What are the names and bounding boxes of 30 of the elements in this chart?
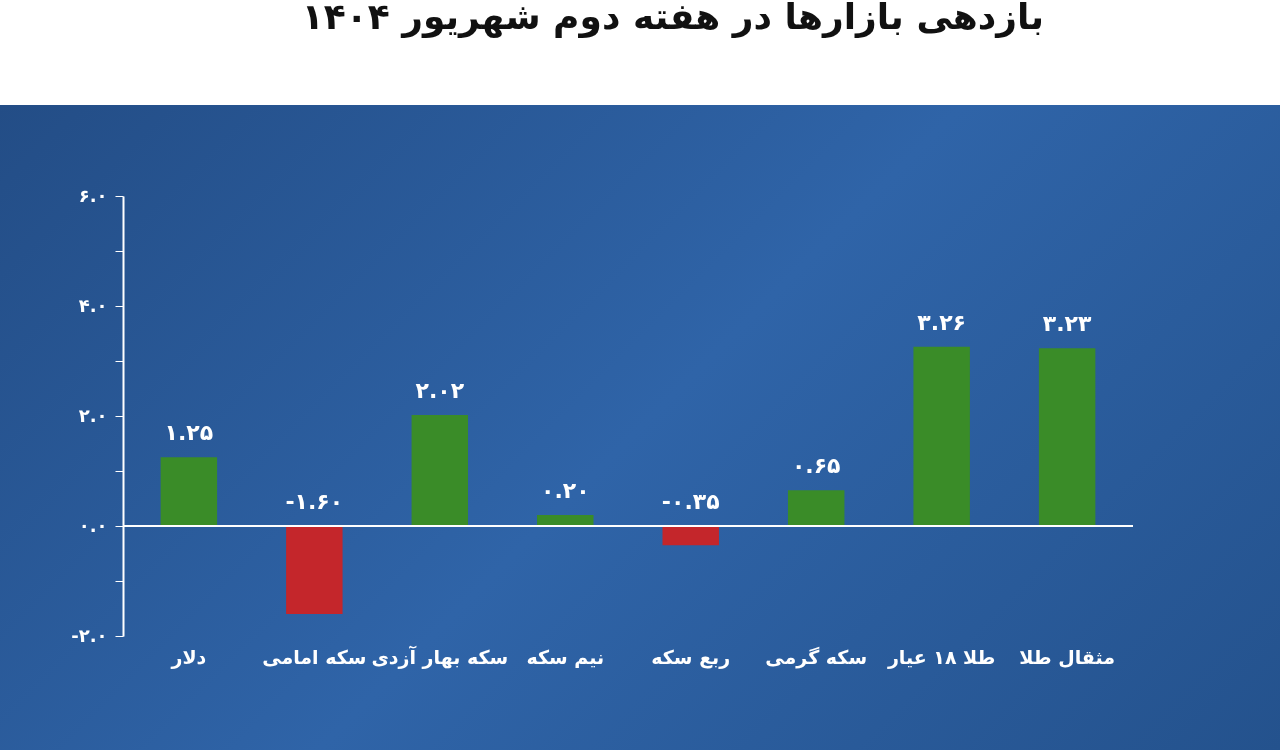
bar bbox=[537, 515, 594, 526]
bar bbox=[160, 457, 218, 526]
bar bbox=[787, 490, 845, 526]
bar bbox=[1038, 348, 1096, 526]
x-tick-label: ربع سکه bbox=[651, 645, 731, 669]
x-tick-label: طلا ۱۸ عیار bbox=[886, 645, 996, 669]
data-label: ۳.۲۶ bbox=[917, 309, 966, 335]
x-tick-label: سکه گرمی bbox=[765, 645, 868, 669]
data-label: -۰.۳۵ bbox=[661, 489, 720, 514]
data-label: -۱.۶۰ bbox=[285, 489, 344, 514]
data-label: ۱.۲۵ bbox=[164, 420, 214, 446]
data-label: ۲.۰۲ bbox=[415, 377, 465, 403]
bar bbox=[411, 414, 469, 526]
x-tick-label: سکه بهار آزدی bbox=[371, 644, 509, 669]
chart-title: بازدهی بازارها در هفته دوم شهریور ۱۴۰۴ bbox=[301, 0, 1044, 38]
x-tick-label: دلار bbox=[170, 645, 207, 669]
bar bbox=[662, 526, 719, 546]
y-tick-label: ۴.۰ bbox=[78, 294, 108, 316]
x-tick-label: سکه امامی bbox=[262, 645, 367, 668]
x-tick-label: مثقال طلا bbox=[1019, 645, 1116, 668]
data-label: ۰.۶۵ bbox=[791, 453, 841, 479]
y-tick-label: ۶.۰ bbox=[78, 184, 108, 206]
y-tick-label: ۰.۰ bbox=[78, 514, 108, 536]
bar bbox=[286, 526, 343, 614]
x-tick-label: نیم سکه bbox=[526, 645, 605, 668]
data-label: ۳.۲۳ bbox=[1042, 311, 1093, 337]
data-label: ۰.۲۰ bbox=[540, 478, 590, 503]
y-tick-label: ۲.۰ bbox=[78, 404, 108, 426]
bar bbox=[913, 346, 970, 526]
y-tick-label: -۲.۰ bbox=[71, 624, 108, 646]
